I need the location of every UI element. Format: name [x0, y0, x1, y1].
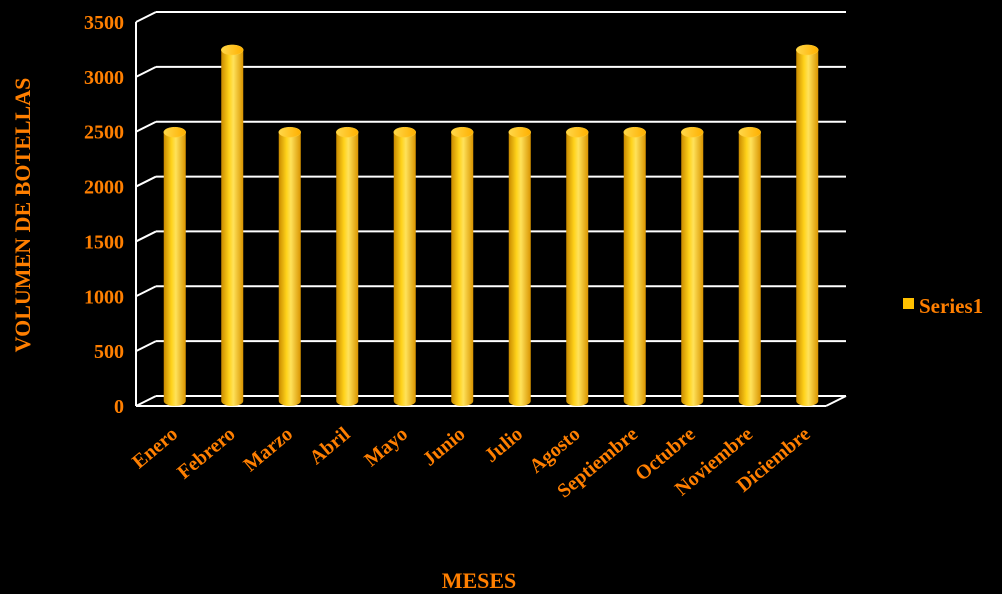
bar-body	[163, 132, 186, 407]
y-tick-label: 2000	[84, 177, 124, 199]
bar	[796, 44, 819, 407]
y-tick-label: 1000	[84, 286, 124, 308]
bar-top	[508, 126, 531, 138]
bar	[508, 126, 531, 407]
bar-body	[738, 132, 761, 407]
bar-body	[221, 49, 244, 407]
bar-top	[278, 126, 301, 138]
bar	[566, 126, 589, 407]
bar	[623, 126, 646, 407]
bar-top	[566, 126, 589, 138]
bar	[278, 126, 301, 407]
y-tick-label: 0	[114, 396, 124, 418]
bar	[221, 44, 244, 407]
bar-body	[623, 132, 646, 407]
bar	[336, 126, 359, 407]
y-tick-labels: 0 500 1000 1500 2000 2500 3000 3500	[84, 12, 124, 418]
y-tick-label: 3000	[84, 67, 124, 89]
bar	[393, 126, 416, 407]
bar-top	[681, 126, 704, 138]
bar	[163, 126, 186, 407]
bar-body	[681, 132, 704, 407]
bar-top	[163, 126, 186, 138]
bar-top	[393, 126, 416, 138]
bar-top	[336, 126, 359, 138]
x-tick-label: Marzo	[239, 423, 297, 476]
x-tick-label: Junio	[419, 423, 470, 471]
x-tick-label: Mayo	[360, 423, 412, 471]
y-tick-label: 1500	[84, 231, 124, 253]
bar-top	[738, 126, 761, 138]
legend: Series1	[903, 294, 983, 318]
bar-top	[796, 44, 819, 56]
bar-body	[566, 132, 589, 407]
bar-top	[623, 126, 646, 138]
bar	[738, 126, 761, 407]
bar-body	[393, 132, 416, 407]
y-tick-label: 2500	[84, 122, 124, 144]
bar-body	[508, 132, 531, 407]
floor-right-edge	[825, 395, 847, 407]
bars	[163, 44, 819, 407]
gridline-wall	[135, 230, 157, 243]
gridline-wall	[135, 11, 157, 23]
y-tick-label: 3500	[84, 12, 124, 34]
bar-body	[278, 132, 301, 407]
gridline-wall	[135, 65, 157, 78]
x-tick-label: Julio	[480, 423, 527, 467]
y-axis-title: VOLUMEN DE BOTELLAS	[10, 78, 35, 353]
gridline-wall	[135, 340, 157, 353]
x-tick-label: Febrero	[173, 423, 239, 484]
gridline-wall	[135, 175, 157, 188]
bar	[451, 126, 474, 407]
bar-top	[221, 44, 244, 56]
legend-label: Series1	[919, 294, 983, 318]
gridline-wall	[135, 120, 157, 133]
gridlines	[135, 11, 847, 407]
bar	[681, 126, 704, 407]
y-tick-label: 500	[94, 341, 124, 363]
bar-top	[451, 126, 474, 138]
bar-body	[796, 49, 819, 407]
x-axis-title: MESES	[442, 568, 517, 593]
x-tick-label: Abril	[305, 423, 354, 469]
gridline-wall	[135, 285, 157, 298]
bar-body	[451, 132, 474, 407]
bar-body	[336, 132, 359, 407]
gridline-wall	[135, 395, 157, 407]
legend-swatch	[903, 298, 914, 309]
